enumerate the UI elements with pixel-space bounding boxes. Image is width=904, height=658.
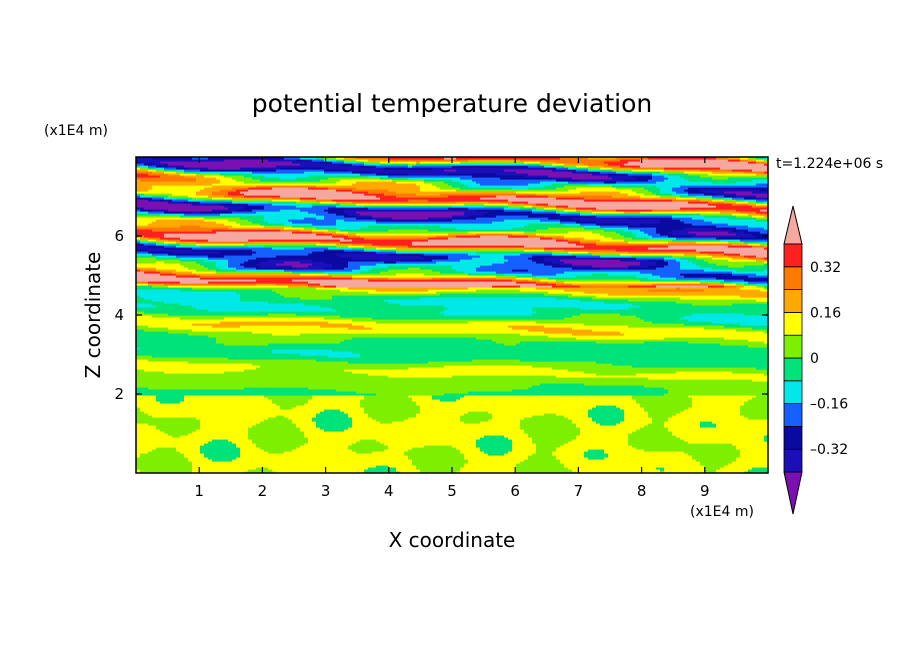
x-tick-label-5: 5 xyxy=(447,482,457,500)
y-tick-label-6: 6 xyxy=(114,227,124,245)
x-tick-label-7: 7 xyxy=(574,482,584,500)
x-unit-label: (x1E4 m) xyxy=(690,504,754,520)
time-label: t=1.224e+06 s xyxy=(776,156,883,172)
x-tick-label-1: 1 xyxy=(194,482,204,500)
chart-title: potential temperature deviation xyxy=(252,89,652,118)
y-tick-label-4: 4 xyxy=(114,306,124,324)
x-axis-label: X coordinate xyxy=(389,528,516,552)
colorbar-segment-9 xyxy=(784,244,802,267)
colorbar-segment-2 xyxy=(784,404,802,427)
colorbar-label-2: 0 xyxy=(810,351,819,367)
colorbar: 0.32 0.16 0 –0.16 –0.32 xyxy=(784,206,848,514)
colorbar-extend-max xyxy=(784,206,802,244)
colorbar-segment-3 xyxy=(784,381,802,404)
colorbar-segment-5 xyxy=(784,335,802,358)
x-tick-label-9: 9 xyxy=(700,482,710,500)
colorbar-segment-4 xyxy=(784,358,802,381)
y-axis-label: Z coordinate xyxy=(81,252,105,379)
colorbar-label-1: 0.16 xyxy=(810,305,841,321)
colorbar-label-4: –0.32 xyxy=(810,442,848,458)
colorbar-segment-6 xyxy=(784,312,802,335)
colorbar-segment-0 xyxy=(784,449,802,472)
x-tick-label-4: 4 xyxy=(384,482,394,500)
colorbar-label-3: –0.16 xyxy=(810,397,848,413)
colorbar-extend-min xyxy=(784,472,802,514)
x-tick-label-6: 6 xyxy=(510,482,520,500)
colorbar-segment-1 xyxy=(784,426,802,449)
colorbar-segment-8 xyxy=(784,267,802,290)
x-tick-label-8: 8 xyxy=(637,482,647,500)
x-tick-label-3: 3 xyxy=(321,482,331,500)
contour-field xyxy=(136,157,769,474)
colorbar-segment-7 xyxy=(784,290,802,313)
y-tick-label-2: 2 xyxy=(114,385,124,403)
y-unit-label: (x1E4 m) xyxy=(44,123,108,139)
x-tick-label-2: 2 xyxy=(258,482,268,500)
colorbar-label-0: 0.32 xyxy=(810,260,841,276)
